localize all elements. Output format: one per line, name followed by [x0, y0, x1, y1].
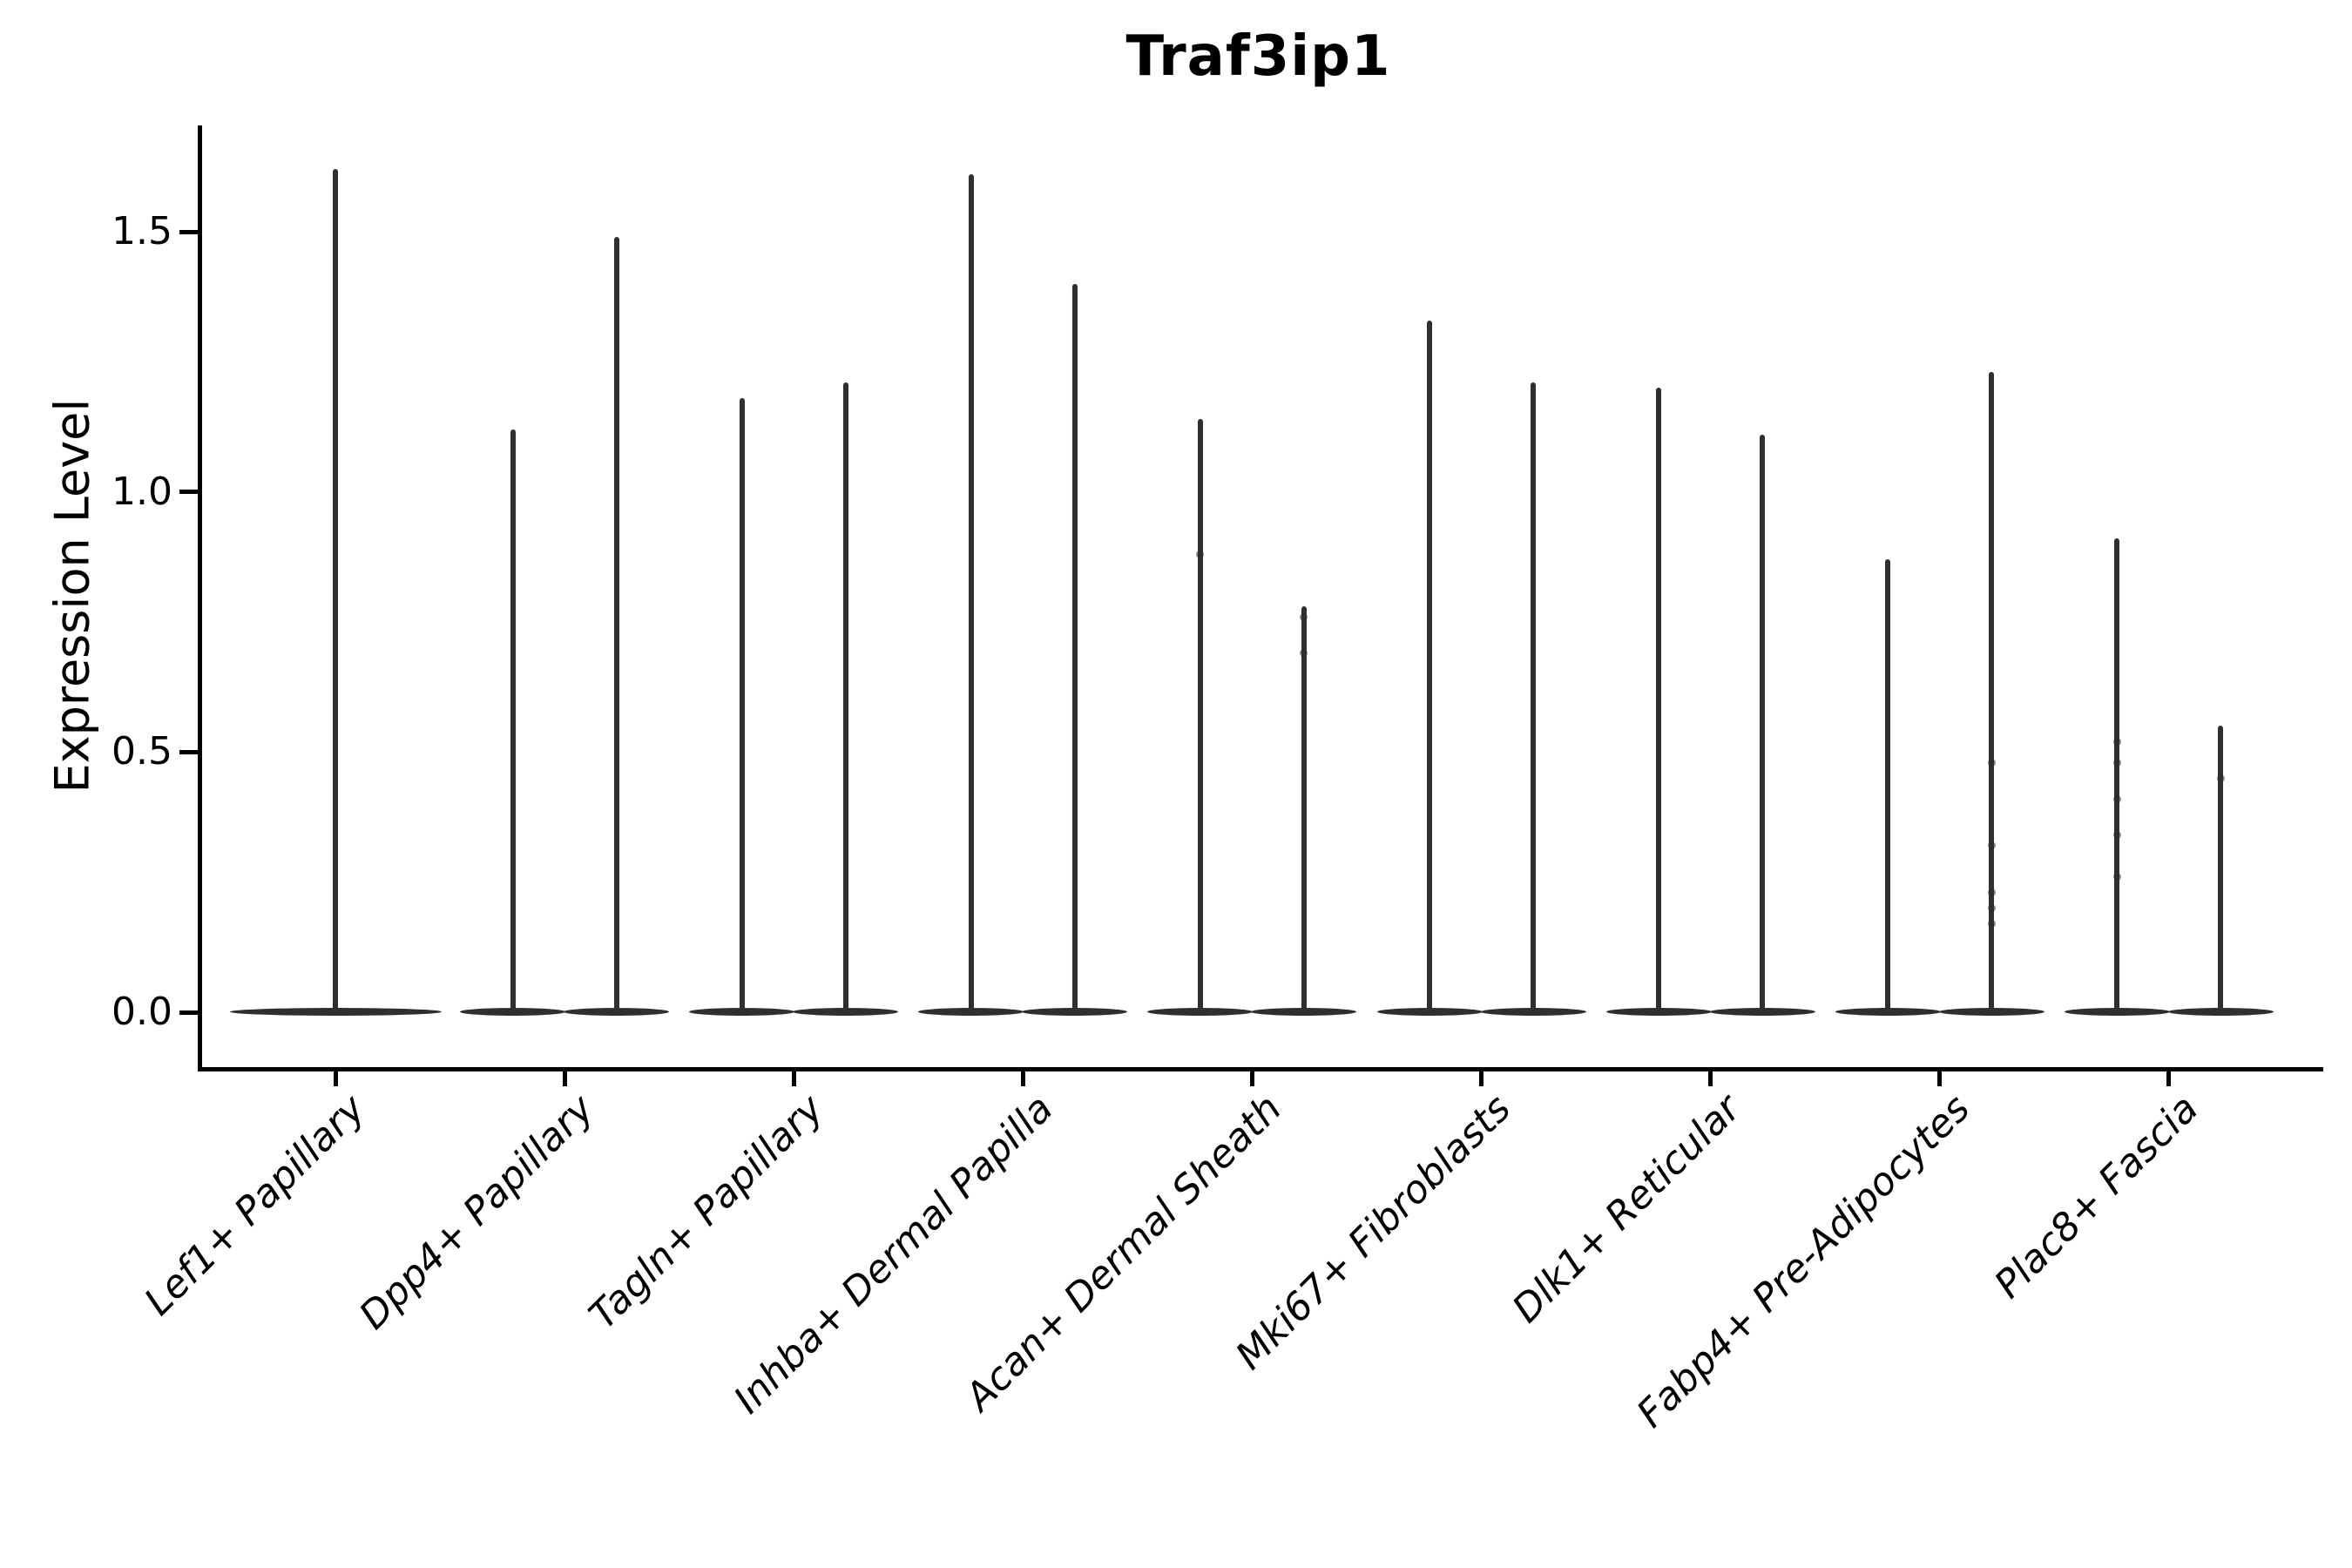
data-point	[1300, 649, 1308, 658]
y-tick-label: 1.5	[112, 209, 172, 254]
y-tick-mark	[179, 229, 198, 234]
data-point	[1987, 889, 1996, 897]
y-tick-label: 0.0	[112, 990, 172, 1034]
data-point	[1196, 550, 1205, 558]
data-point	[2112, 737, 2121, 746]
violin-spike	[1427, 320, 1432, 1016]
data-point	[2112, 758, 2121, 767]
data-point	[1300, 612, 1308, 621]
x-tick-mark	[1249, 1069, 1254, 1086]
data-point	[1987, 758, 1996, 767]
violin-spike	[333, 169, 338, 1016]
x-tick-label: Dpp4+ Papillary	[351, 1086, 604, 1339]
chart-title: Traf3ip1	[1125, 24, 1391, 89]
violin-spike	[739, 398, 745, 1016]
y-tick-mark	[179, 490, 198, 495]
data-point	[2112, 794, 2121, 803]
x-tick-label: Dlk1+ Reticular	[1504, 1086, 1749, 1332]
violin-spike	[2218, 726, 2224, 1016]
data-point	[1987, 841, 1996, 850]
y-tick-mark	[179, 749, 198, 754]
violin-spike	[842, 382, 848, 1016]
violin-spike	[1071, 283, 1078, 1016]
y-tick-mark	[179, 1010, 198, 1015]
data-point	[2112, 831, 2121, 840]
violin-spike	[2114, 538, 2120, 1016]
violin-spike	[968, 174, 974, 1016]
x-tick-mark	[1708, 1069, 1713, 1086]
y-tick-label: 0.5	[112, 729, 172, 774]
violin-spike	[1531, 382, 1536, 1016]
x-tick-label: Lef1+ Papillary	[136, 1086, 375, 1325]
x-tick-mark	[333, 1069, 338, 1086]
data-point	[2216, 774, 2225, 782]
data-point	[1987, 919, 1996, 928]
violin-spike	[1989, 372, 1995, 1016]
violin-spike	[1885, 559, 1891, 1016]
violin-spike	[1760, 434, 1766, 1016]
x-tick-mark	[562, 1069, 567, 1086]
x-tick-mark	[1020, 1069, 1025, 1086]
x-tick-mark	[2166, 1069, 2172, 1086]
x-tick-mark	[791, 1069, 796, 1086]
violin-spike	[1656, 388, 1662, 1016]
violin-spike	[1197, 419, 1203, 1016]
violin-spike	[1301, 606, 1307, 1016]
x-tick-label: Tagln+ Papillary	[580, 1086, 833, 1338]
x-tick-mark	[1937, 1069, 1943, 1086]
violin-spike	[613, 237, 619, 1016]
x-tick-mark	[1479, 1069, 1484, 1086]
y-tick-label: 1.0	[112, 469, 172, 514]
data-point	[2112, 873, 2121, 882]
violin-spike	[510, 429, 516, 1016]
x-tick-label: Plac8+ Fascia	[1986, 1086, 2207, 1308]
data-point	[1987, 904, 1996, 913]
plot-area	[198, 125, 2323, 1071]
